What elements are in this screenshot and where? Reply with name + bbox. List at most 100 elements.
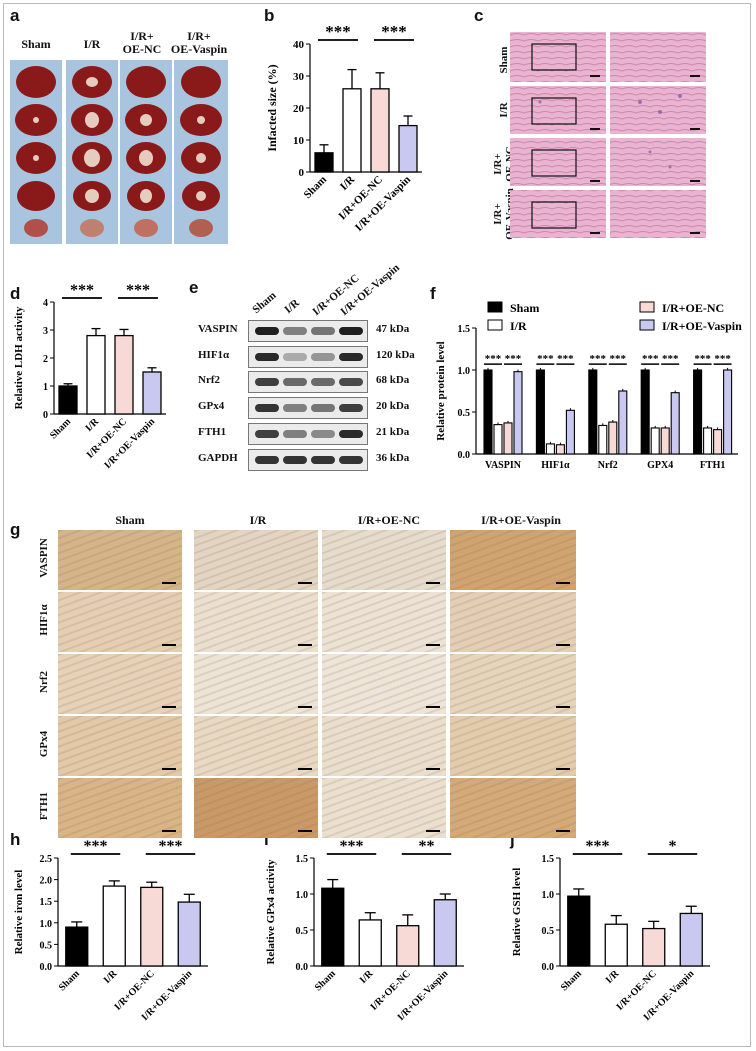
y-tick-label: 0.0 (542, 962, 555, 973)
ihc-tile (194, 778, 318, 838)
col-label-ir: I/R (83, 37, 101, 51)
x-tick-label: Nrf2 (598, 460, 618, 471)
scale-bar (556, 768, 570, 770)
blot-band (255, 352, 279, 361)
significance-label: *** (642, 353, 659, 365)
significance-label: *** (537, 353, 554, 365)
ihc-tile (322, 654, 446, 714)
legend-label: I/R (510, 319, 527, 333)
panel-label-a: a (10, 6, 20, 25)
significance-label: *** (610, 353, 627, 365)
scale-bar (556, 644, 570, 646)
blot-band (311, 455, 335, 464)
scale-bar (556, 706, 570, 708)
he-stain-images (510, 32, 706, 238)
bar-3 (670, 392, 680, 455)
y-axis-label: Relative LDH activity (13, 306, 25, 409)
y-tick-label: 1.5 (40, 897, 53, 908)
bar-1 (545, 443, 555, 455)
y-tick-label: 0 (299, 167, 305, 179)
wb-row: FTH1 21 kDa (198, 421, 440, 445)
legend-swatch (487, 319, 503, 331)
scale-bar (162, 582, 176, 584)
bar-2 (713, 429, 723, 455)
blot-band (255, 455, 279, 464)
ihc-tile (58, 654, 182, 714)
blot-band (339, 404, 363, 413)
legend-swatch (639, 301, 655, 313)
bar-3 (679, 912, 703, 967)
bar-3 (513, 371, 523, 455)
blot-band (255, 429, 279, 438)
x-tick-label: Sham (559, 968, 585, 994)
panel-label-g: g (10, 520, 21, 539)
bar-0 (483, 369, 493, 455)
bar-3 (398, 124, 418, 173)
ihc-row-label: GPx4 (38, 730, 50, 758)
ihc-tile (194, 592, 318, 652)
ihc-row-label: FTH1 (38, 791, 50, 821)
blot-band (339, 352, 363, 361)
y-tick-label: 1.5 (296, 854, 309, 865)
bar-3 (618, 390, 628, 455)
bar-1 (493, 424, 503, 455)
y-tick-label: 0.5 (296, 926, 309, 937)
ihc-tile (58, 716, 182, 776)
scale-bar (556, 830, 570, 832)
wb-row: GPx4 20 kDa (198, 395, 440, 420)
bar-1 (342, 88, 362, 173)
y-tick-label: 3 (43, 326, 48, 337)
col-label-oevaspin: I/R+ OE-Vaspin (170, 29, 228, 56)
blot-band (283, 352, 307, 361)
wb-band-size: 21 kDa (376, 425, 410, 438)
significance-label: *** (505, 353, 522, 365)
panel-label-e: e (189, 278, 199, 297)
panel-label-d: d (10, 284, 21, 303)
y-tick-label: 20 (293, 103, 305, 115)
y-axis-label: Relative protein level (435, 341, 447, 440)
panel-label-h: h (10, 830, 21, 849)
bar-2 (114, 334, 134, 415)
wb-band-name: Nrf2 (198, 374, 220, 387)
he-row-label-ir: I/R (498, 102, 510, 118)
bar-2 (660, 427, 670, 455)
blot-strip (248, 371, 368, 394)
significance-label: *** (557, 353, 574, 365)
scale-bar (162, 706, 176, 708)
y-tick-label: 1.5 (542, 854, 555, 865)
y-tick-label: 1 (43, 382, 48, 393)
blot-strip (248, 345, 368, 368)
scale-bar (426, 768, 440, 770)
panel-label-c: c (474, 6, 484, 25)
y-tick-label: 2 (43, 354, 48, 365)
blot-strip (248, 320, 368, 342)
x-tick-label: I/R (84, 416, 102, 434)
wb-band-name: FTH1 (198, 425, 227, 438)
blot-band (311, 404, 335, 413)
significance-label: *** (159, 838, 183, 855)
x-tick-label: I/R+OE-Vaspin (102, 416, 157, 471)
significance-label: *** (714, 353, 731, 365)
ihc-tile (450, 592, 576, 652)
y-tick-label: 1.0 (296, 890, 309, 901)
ihc-col-ir: I/R (249, 513, 267, 527)
ihc-tile (58, 530, 182, 590)
y-tick-label: 0.0 (296, 962, 309, 973)
scale-bar (556, 582, 570, 584)
scale-bar (298, 768, 312, 770)
x-tick-label: I/R (604, 968, 622, 986)
ihc-row-label: VASPIN (38, 538, 50, 578)
bar-2 (555, 444, 565, 455)
wb-band-size: 36 kDa (376, 451, 410, 464)
panel-label-f: f (430, 284, 436, 303)
blot-strip (248, 448, 368, 471)
y-tick-label: 2.5 (40, 854, 53, 865)
blot-band (283, 327, 307, 335)
significance-label: *** (590, 353, 607, 365)
ttc-heart-images (10, 60, 228, 244)
y-tick-label: 4 (43, 298, 48, 309)
wb-band-name: VASPIN (198, 323, 238, 335)
chart-h: 0.0 0.5 1.0 1.5 2.0 2.5 Relative iron level Sha… (13, 838, 208, 1023)
y-tick-label: 10 (293, 135, 305, 147)
